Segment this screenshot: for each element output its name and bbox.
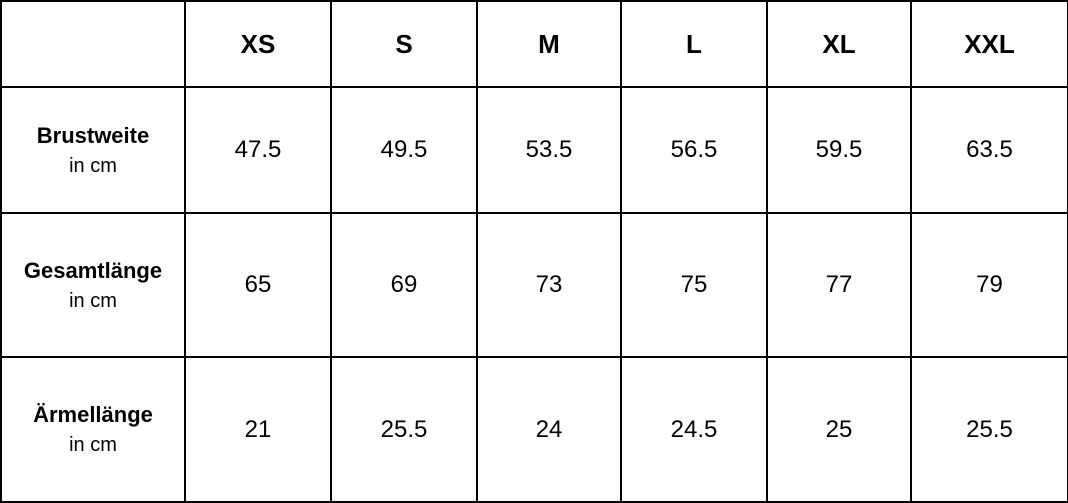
size-header: XS [184, 0, 332, 88]
cell: 24.5 [620, 356, 768, 503]
row-label-unit: in cm [69, 289, 117, 312]
table-row: Brustweite in cm 47.5 49.5 53.5 56.5 59.5… [0, 86, 1068, 214]
table-row: Gesamtlänge in cm 65 69 73 75 77 79 [0, 212, 1068, 358]
cell: 56.5 [620, 86, 768, 214]
cell: 63.5 [910, 86, 1068, 214]
corner-cell [0, 0, 186, 88]
table-row: Ärmellänge in cm 21 25.5 24 24.5 25 25.5 [0, 356, 1068, 503]
size-header: L [620, 0, 768, 88]
cell: 49.5 [330, 86, 478, 214]
cell: 24 [476, 356, 622, 503]
cell: 59.5 [766, 86, 912, 214]
row-label: Ärmellänge in cm [0, 356, 186, 503]
cell: 65 [184, 212, 332, 358]
cell: 75 [620, 212, 768, 358]
cell: 25.5 [910, 356, 1068, 503]
row-label-title: Brustweite [36, 122, 150, 148]
cell: 73 [476, 212, 622, 358]
cell: 21 [184, 356, 332, 503]
cell: 47.5 [184, 86, 332, 214]
size-header: XXL [910, 0, 1068, 88]
row-label-title: Ärmellänge [33, 402, 153, 427]
cell: 53.5 [476, 86, 622, 214]
cell: 69 [330, 212, 478, 358]
cell: 25.5 [330, 356, 478, 503]
cell: 25 [766, 356, 912, 503]
cell: 77 [766, 212, 912, 358]
row-label-unit: in cm [69, 154, 117, 177]
row-label: Brustweite in cm [0, 86, 186, 214]
header-row: XS S M L XL XXL [0, 0, 1068, 88]
row-label-unit: in cm [69, 434, 117, 456]
size-header: S [330, 0, 478, 88]
row-label: Gesamtlänge in cm [0, 212, 186, 358]
cell: 79 [910, 212, 1068, 358]
size-header: M [476, 0, 622, 88]
row-label-title: Gesamtlänge [23, 257, 163, 283]
size-header: XL [766, 0, 912, 88]
